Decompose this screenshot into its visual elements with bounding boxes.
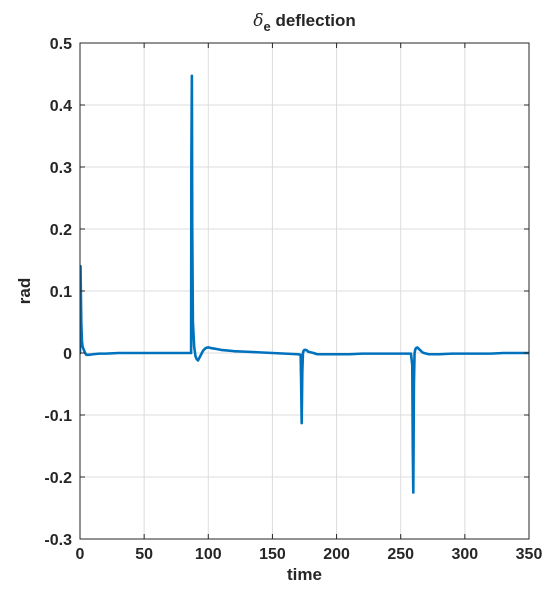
y-axis-label: rad <box>15 278 34 304</box>
x-tick-label: 300 <box>452 546 479 563</box>
series-line-1 <box>80 74 529 494</box>
y-tick-label: 0.5 <box>50 36 72 53</box>
x-tick-label: 150 <box>259 546 286 563</box>
x-tick-label: 100 <box>195 546 222 563</box>
chart-title: δe deflection <box>253 11 356 34</box>
x-tick-label: 50 <box>135 546 153 563</box>
title-subscript: e <box>264 19 271 34</box>
x-tick-label: 0 <box>76 546 85 563</box>
y-tick-label: 0.1 <box>50 284 72 301</box>
y-tick-label: -0.1 <box>44 408 72 425</box>
axis-ticks: 0 50 100 150 200 250 300 350 -0.3 -0.2 -0.1 0 0.1 0.2… <box>44 36 542 563</box>
y-tick-label: -0.3 <box>44 532 72 549</box>
y-tick-label: 0.4 <box>50 98 72 115</box>
series-layer <box>80 74 529 494</box>
y-tick-label: -0.2 <box>44 470 72 487</box>
x-tick-label: 250 <box>387 546 414 563</box>
y-tick-label: 0 <box>63 346 72 363</box>
y-tick-label: 0.2 <box>50 222 72 239</box>
x-tick-label: 200 <box>323 546 350 563</box>
y-tick-label: 0.3 <box>50 160 72 177</box>
x-axis-label: time <box>287 565 322 584</box>
x-tick-label: 350 <box>516 546 543 563</box>
title-symbol: δ <box>253 11 263 31</box>
title-rest: deflection <box>271 11 356 30</box>
